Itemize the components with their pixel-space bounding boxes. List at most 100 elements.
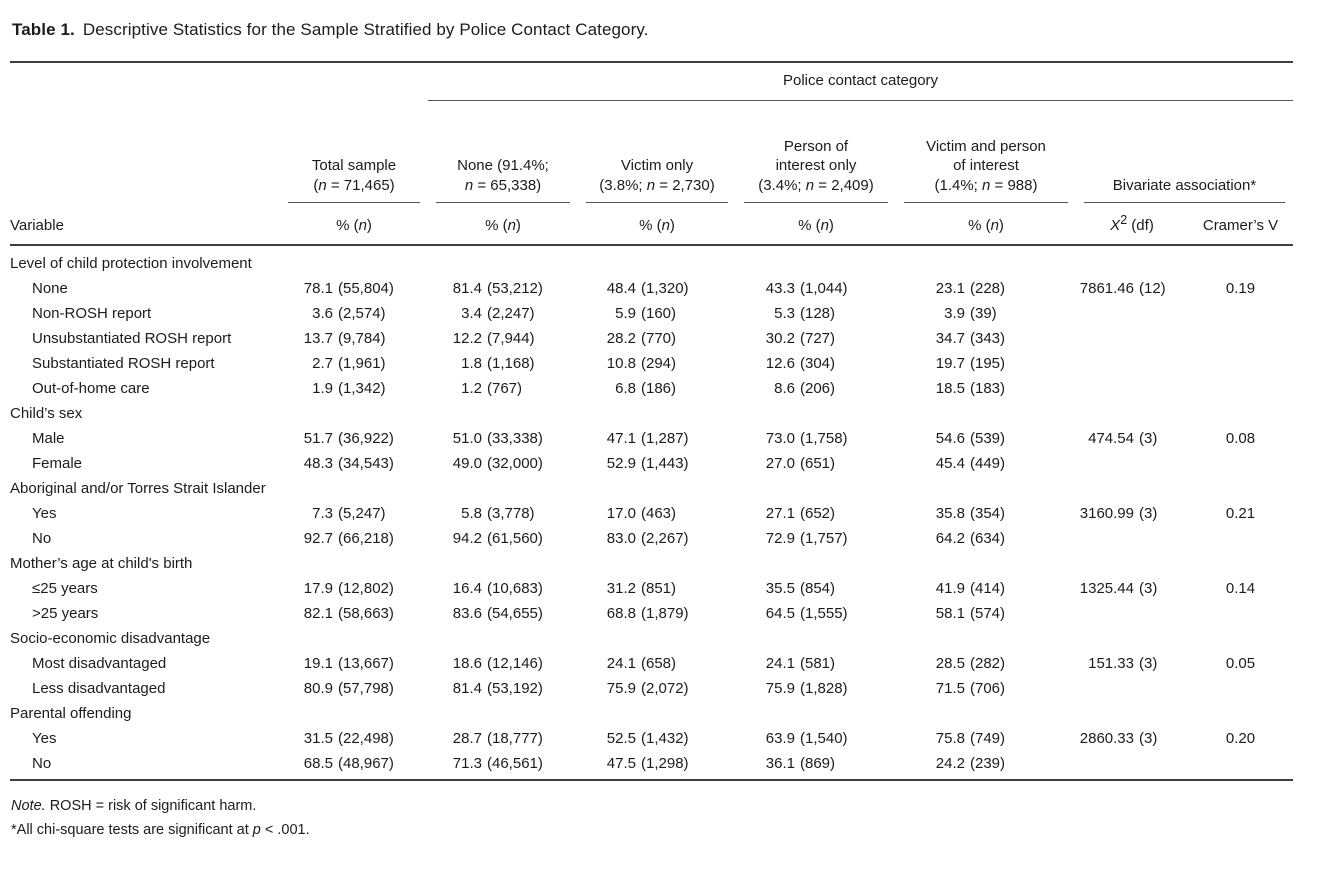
cell-total-sample: 31.5 (22,498) (303, 730, 394, 747)
cell-total-sample: 80.9 (57,798) (303, 680, 394, 697)
cell-victim-only: 5.9 (160) (615, 305, 677, 322)
cell-none: 1.2 (767) (461, 380, 523, 397)
table-row: No 92.7 (66,218) 94.2 (61,560) 83.0 (2,267)… (10, 526, 1293, 551)
cell-victim-and-person-of-interest: 19.7 (195) (935, 355, 1006, 372)
cell-chi-square (1076, 751, 1188, 781)
cell-chi-square (1076, 376, 1188, 401)
cell-victim-only: 24.1 (658) (606, 655, 677, 672)
table-row: >25 years 82.1 (58,663) 83.6 (54,655) 68.8… (10, 601, 1293, 626)
cell-victim-and-person-of-interest: 41.9 (414) (935, 580, 1006, 597)
cell-chi-square (1076, 526, 1188, 551)
section-label: Child’s sex (10, 405, 83, 422)
cell-cramers-v (1188, 526, 1293, 551)
variable-column-header: Variable (10, 203, 280, 246)
table-row: Yes 7.3 (5,247) 5.8 (3,778) 17.0 (463) 27.1… (10, 501, 1293, 526)
section-label: Level of child protection involvement (10, 255, 252, 272)
cell-victim-and-person-of-interest: 75.8 (749) (935, 730, 1006, 747)
subheader-pct-n-victim: % (n) (578, 203, 736, 246)
cell-cramers-v (1188, 326, 1293, 351)
cell-total-sample: 19.1 (13,667) (303, 655, 394, 672)
table-row: Yes 31.5 (22,498) 28.7 (18,777) 52.5 (1,432… (10, 726, 1293, 751)
section-row: Child’s sex (10, 401, 1293, 426)
cell-victim-only: 31.2 (851) (606, 580, 677, 597)
cell-cramers-v (1188, 676, 1293, 701)
section-label: Aboriginal and/or Torres Strait Islander (10, 480, 266, 497)
cell-none: 94.2 (61,560) (452, 530, 543, 547)
row-label: ≤25 years (32, 580, 98, 597)
column-header-total-sample: Total sample (n = 71,465) (288, 156, 420, 203)
cell-victim-and-person-of-interest: 71.5 (706) (935, 680, 1006, 697)
table-row: Unsubstantiated ROSH report 13.7 (9,784) … (10, 326, 1293, 351)
section-row: Level of child protection involvement (10, 245, 1293, 276)
cell-person-of-interest-only: 5.3 (128) (774, 305, 836, 322)
cell-total-sample: 2.7 (1,961) (312, 355, 386, 372)
cell-total-sample: 13.7 (9,784) (303, 330, 386, 347)
cell-none: 5.8 (3,778) (461, 505, 535, 522)
section-label: Mother’s age at child's birth (10, 555, 193, 572)
row-label: No (32, 530, 52, 547)
cell-total-sample: 7.3 (5,247) (312, 505, 386, 522)
cell-cramers-v (1188, 376, 1293, 401)
section-row: Aboriginal and/or Torres Strait Islander (10, 476, 1293, 501)
cell-victim-and-person-of-interest: 64.2 (634) (935, 530, 1006, 547)
table-row: No 68.5 (48,967) 71.3 (46,561) 47.5 (1,298)… (10, 751, 1294, 781)
cell-victim-only: 75.9 (2,072) (606, 680, 689, 697)
cell-chi-square: 474.54 (3) (1088, 430, 1158, 447)
cell-none: 81.4 (53,192) (452, 680, 543, 697)
table-footnotes: Note. ROSH = risk of significant harm. *… (11, 794, 1293, 842)
subheader-cramers-v: Cramer’s V (1188, 203, 1294, 246)
cell-cramers-v (1188, 301, 1293, 326)
subheader-pct-n-victim-poi: % (n) (896, 203, 1076, 246)
cell-chi-square (1076, 451, 1188, 476)
subheader-chi-square: X2 (df) (1076, 203, 1188, 246)
cell-total-sample: 3.6 (2,574) (312, 305, 386, 322)
cell-chi-square: 7861.46 (12) (1079, 280, 1166, 297)
subheader-pct-n-none: % (n) (428, 203, 578, 246)
row-label: Unsubstantiated ROSH report (32, 330, 232, 347)
cell-victim-only: 52.5 (1,432) (606, 730, 689, 747)
table-row: Less disadvantaged 80.9 (57,798) 81.4 (53,… (10, 676, 1293, 701)
cell-person-of-interest-only: 24.1 (581) (765, 655, 836, 672)
cell-none: 16.4 (10,683) (452, 580, 543, 597)
column-header-victim-and-person-of-interest: Victim and person of interest (1.4%; n =… (904, 137, 1068, 203)
cell-none: 1.8 (1,168) (461, 355, 535, 372)
cell-person-of-interest-only: 30.2 (727) (765, 330, 836, 347)
paper-page: Table 1. Descriptive Statistics for the S… (10, 20, 1294, 842)
cell-victim-only: 68.8 (1,879) (606, 605, 689, 622)
cell-cramers-v: 0.20 (1225, 730, 1256, 747)
table-row: Male 51.7 (36,922) 51.0 (33,338) 47.1 (1,28… (10, 426, 1293, 451)
table-row: Out-of-home care 1.9 (1,342) 1.2 (767) 6.8… (10, 376, 1293, 401)
row-label: Substantiated ROSH report (32, 355, 215, 372)
cell-victim-and-person-of-interest: 23.1 (228) (935, 280, 1006, 297)
cell-cramers-v: 0.19 (1225, 280, 1256, 297)
cell-none: 83.6 (54,655) (452, 605, 543, 622)
cell-chi-square: 1325.44 (3) (1079, 580, 1158, 597)
cell-victim-and-person-of-interest: 58.1 (574) (935, 605, 1006, 622)
cell-total-sample: 51.7 (36,922) (303, 430, 394, 447)
cell-none: 51.0 (33,338) (452, 430, 543, 447)
table-caption: Descriptive Statistics for the Sample St… (82, 20, 649, 39)
column-header-person-of-interest-only: Person of interest only (3.4%; n = 2,409… (744, 137, 888, 203)
table-body: Level of child protection involvement No… (10, 245, 1294, 781)
table-row: Non-ROSH report 3.6 (2,574) 3.4 (2,247) 5.… (10, 301, 1293, 326)
table-row: None 78.1 (55,804) 81.4 (53,212) 48.4 (1,32… (10, 276, 1293, 301)
row-label: Less disadvantaged (32, 680, 166, 697)
subheader-pct-n-total: % (n) (280, 203, 428, 246)
column-header-row: Total sample (n = 71,465) None (91.4%; n… (10, 101, 1293, 203)
cell-person-of-interest-only: 27.0 (651) (765, 455, 836, 472)
cell-victim-and-person-of-interest: 34.7 (343) (935, 330, 1006, 347)
cell-victim-only: 47.1 (1,287) (606, 430, 689, 447)
table-number: Table 1. (12, 20, 75, 39)
cell-total-sample: 78.1 (55,804) (303, 280, 394, 297)
cell-total-sample: 48.3 (34,543) (303, 455, 394, 472)
cell-total-sample: 17.9 (12,802) (303, 580, 394, 597)
section-label: Socio-economic disadvantage (10, 630, 211, 647)
cell-none: 12.2 (7,944) (452, 330, 535, 347)
cell-victim-only: 10.8 (294) (606, 355, 677, 372)
spanner-row: Police contact category (10, 62, 1294, 101)
cell-chi-square (1076, 351, 1188, 376)
section-row: Parental offending (10, 701, 1293, 726)
cell-victim-and-person-of-interest: 24.2 (239) (896, 751, 1076, 781)
cell-chi-square: 3160.99 (3) (1079, 505, 1158, 522)
table-row: Female 48.3 (34,543) 49.0 (32,000) 52.9 (1,… (10, 451, 1293, 476)
